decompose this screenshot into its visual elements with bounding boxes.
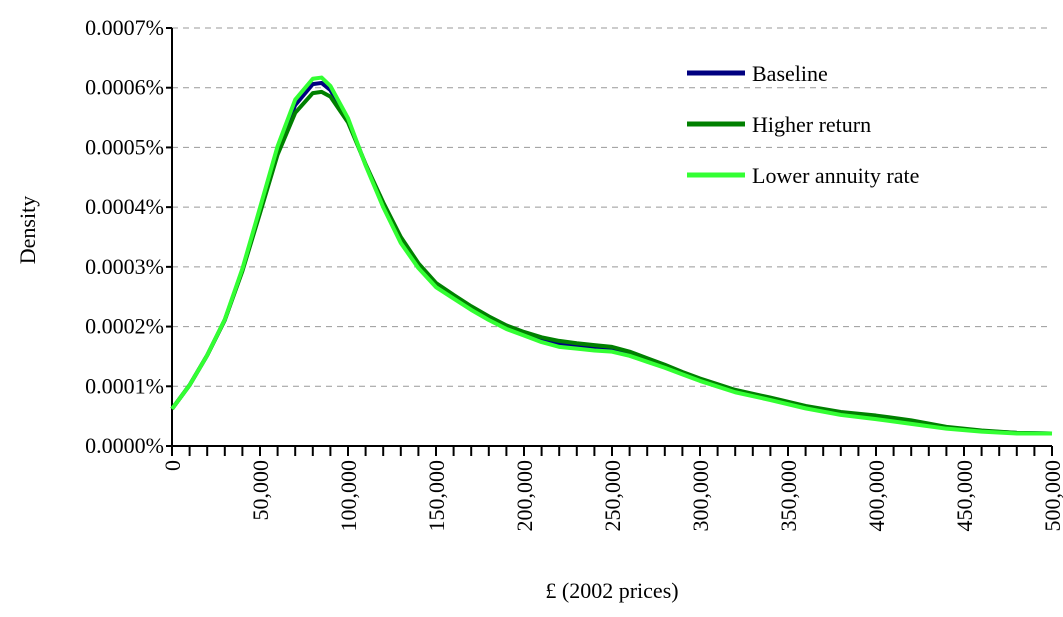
x-tick-label: 150,000 bbox=[424, 460, 449, 532]
y-tick-label: 0.0007% bbox=[85, 15, 164, 40]
x-tick-label: 450,000 bbox=[952, 460, 977, 532]
series-line bbox=[170, 89, 1053, 436]
y-tick-label: 0.0000% bbox=[85, 433, 164, 458]
legend-label: Baseline bbox=[752, 61, 828, 86]
series-line bbox=[170, 75, 1052, 436]
legend-label: Higher return bbox=[752, 112, 871, 137]
x-tick-label: 0 bbox=[160, 460, 185, 471]
x-tick-label: 250,000 bbox=[600, 460, 625, 532]
series-line bbox=[170, 80, 1053, 436]
x-tick-label: 500,000 bbox=[1040, 460, 1063, 532]
x-tick-label: 200,000 bbox=[512, 460, 537, 532]
x-tick-label: 350,000 bbox=[776, 460, 801, 532]
x-tick-label: 100,000 bbox=[336, 460, 361, 532]
y-tick-label: 0.0004% bbox=[85, 194, 164, 219]
x-axis-title: £ (2002 prices) bbox=[545, 578, 678, 603]
y-tick-label: 0.0003% bbox=[85, 254, 164, 279]
x-tick-label: 300,000 bbox=[688, 460, 713, 532]
y-tick-label: 0.0006% bbox=[85, 75, 164, 100]
y-tick-label: 0.0001% bbox=[85, 373, 164, 398]
y-axis-title: Density bbox=[15, 196, 40, 264]
legend-label: Lower annuity rate bbox=[752, 163, 919, 188]
x-tick-label: 400,000 bbox=[864, 460, 889, 532]
y-tick-label: 0.0005% bbox=[85, 134, 164, 159]
y-tick-label: 0.0002% bbox=[85, 314, 164, 339]
x-tick-label: 50,000 bbox=[248, 460, 273, 521]
